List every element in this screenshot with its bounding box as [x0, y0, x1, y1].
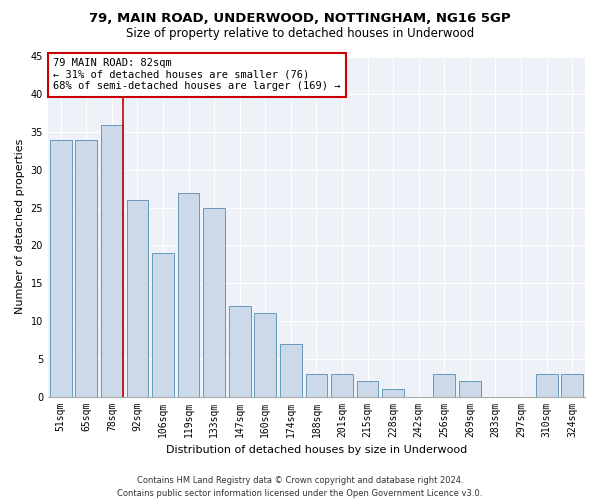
Text: Contains HM Land Registry data © Crown copyright and database right 2024.
Contai: Contains HM Land Registry data © Crown c…	[118, 476, 482, 498]
Bar	[357, 382, 379, 396]
Bar	[229, 306, 251, 396]
Bar	[536, 374, 557, 396]
Bar	[76, 140, 97, 396]
Bar	[331, 374, 353, 396]
Text: 79, MAIN ROAD, UNDERWOOD, NOTTINGHAM, NG16 5GP: 79, MAIN ROAD, UNDERWOOD, NOTTINGHAM, NG…	[89, 12, 511, 26]
Bar	[459, 382, 481, 396]
Bar	[178, 192, 199, 396]
Bar	[305, 374, 328, 396]
Bar	[562, 374, 583, 396]
Bar	[50, 140, 71, 396]
Bar	[152, 253, 174, 396]
Bar	[127, 200, 148, 396]
Bar	[101, 124, 123, 396]
Bar	[254, 314, 276, 396]
Bar	[433, 374, 455, 396]
Bar	[203, 208, 225, 396]
Bar	[382, 389, 404, 396]
Y-axis label: Number of detached properties: Number of detached properties	[15, 139, 25, 314]
X-axis label: Distribution of detached houses by size in Underwood: Distribution of detached houses by size …	[166, 445, 467, 455]
Bar	[280, 344, 302, 396]
Text: 79 MAIN ROAD: 82sqm
← 31% of detached houses are smaller (76)
68% of semi-detach: 79 MAIN ROAD: 82sqm ← 31% of detached ho…	[53, 58, 341, 92]
Text: Size of property relative to detached houses in Underwood: Size of property relative to detached ho…	[126, 28, 474, 40]
